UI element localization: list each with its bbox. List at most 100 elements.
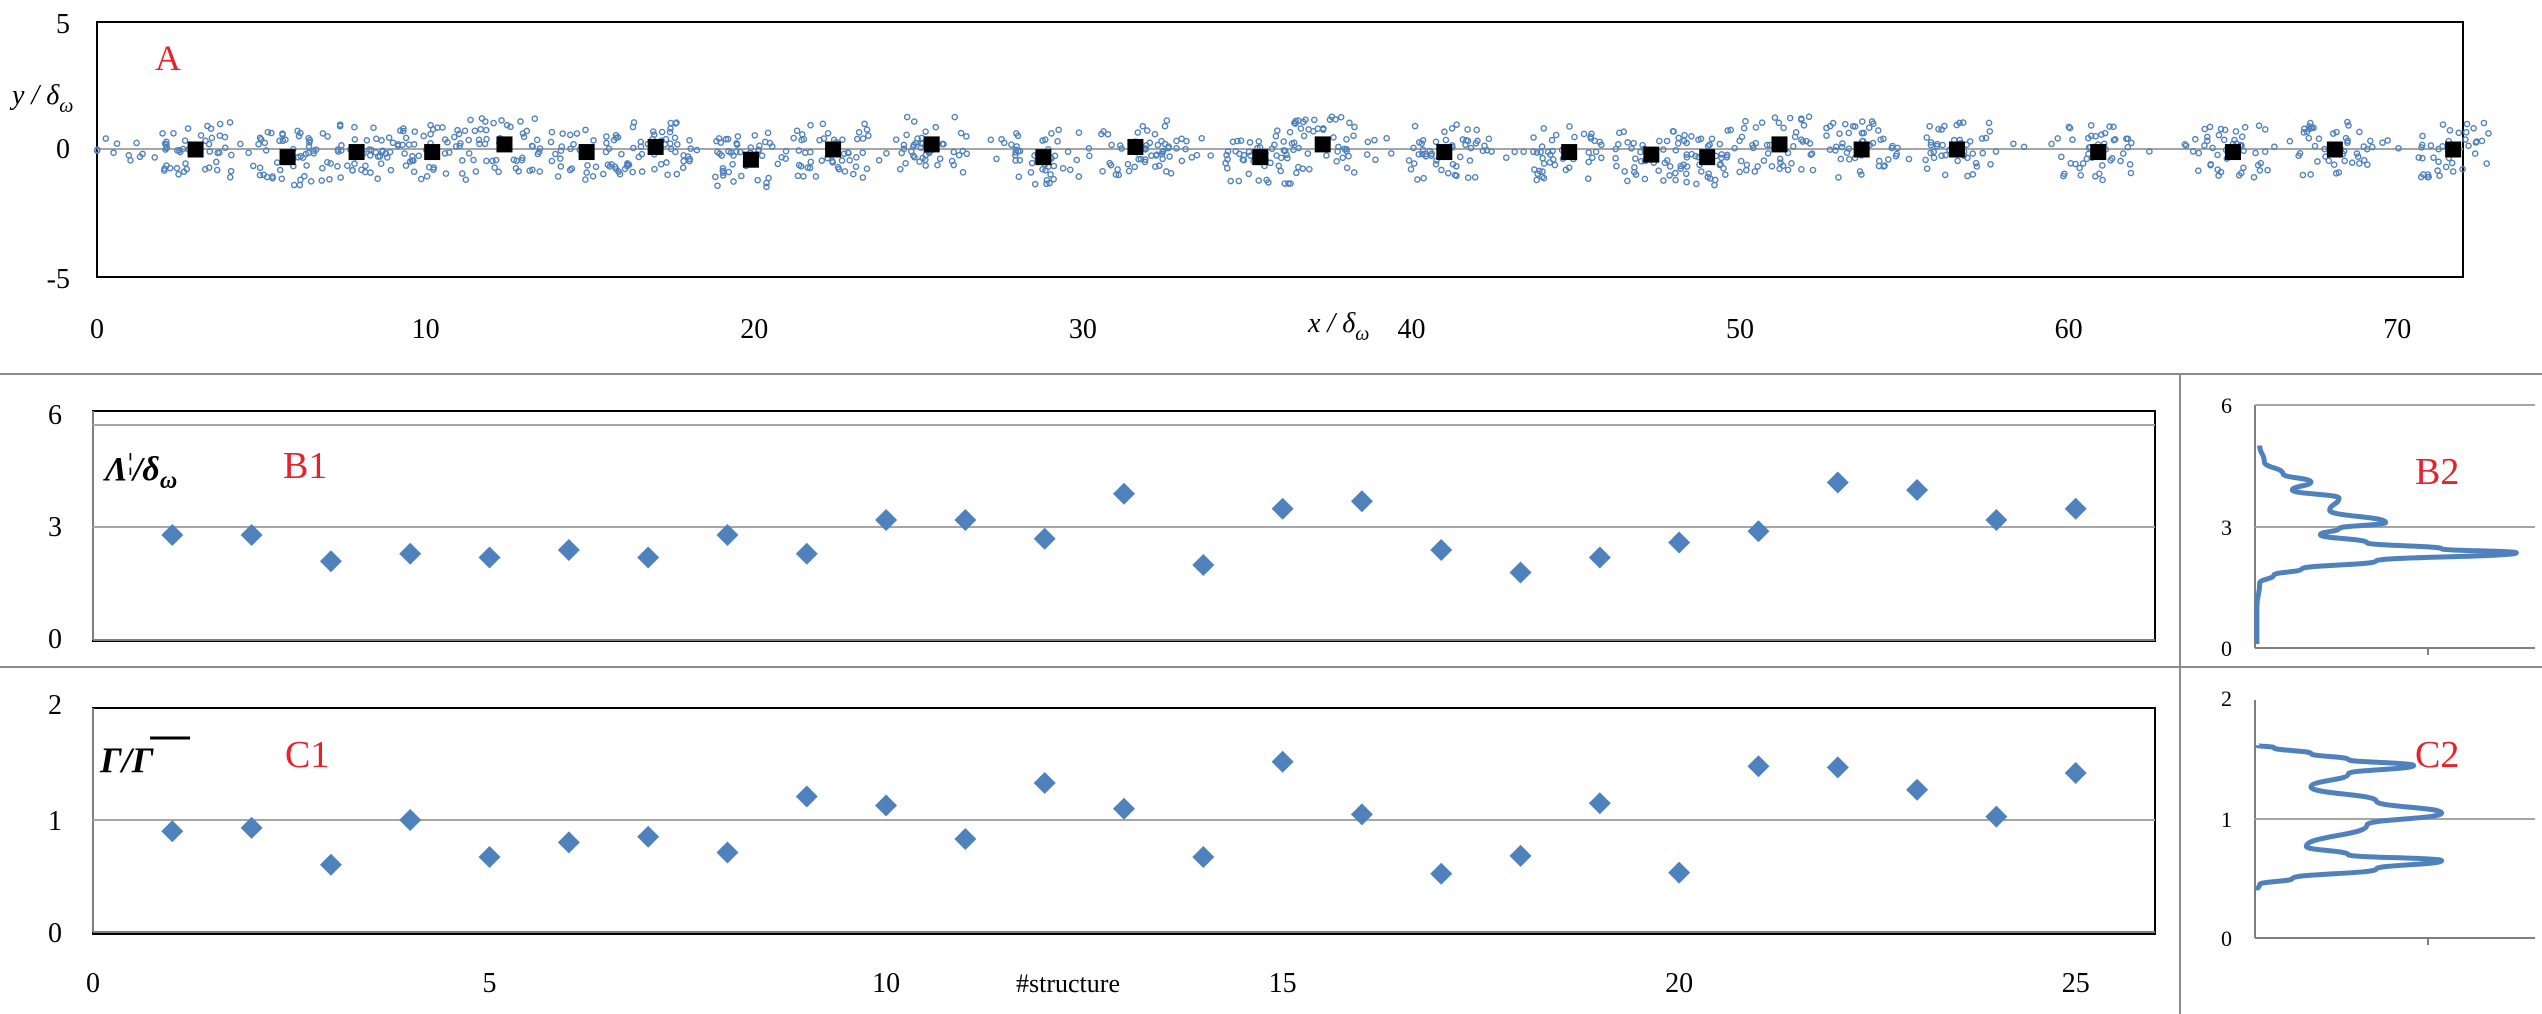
panel-a-particle bbox=[334, 146, 342, 153]
panel-a-particle bbox=[2455, 129, 2463, 137]
panel-b1-ytick: 3 bbox=[48, 512, 62, 543]
panel-a-particle bbox=[1075, 173, 1083, 180]
panel-a-particle bbox=[916, 158, 923, 166]
panel-a-particle bbox=[1749, 144, 1757, 152]
panel-b1-point bbox=[1906, 479, 1929, 501]
panel-a-particle bbox=[547, 138, 555, 146]
panel-a-particle bbox=[455, 130, 463, 138]
panel-a-particle bbox=[637, 143, 645, 150]
panel-a-particle bbox=[1016, 147, 1024, 155]
panel-a-particle bbox=[310, 149, 318, 157]
panel-c2-distribution-line bbox=[2254, 742, 2445, 891]
panel-a-particle bbox=[1585, 158, 1592, 166]
panel-b1-point bbox=[954, 509, 977, 531]
panel-a-particle bbox=[852, 163, 860, 170]
panel-b1-ylabel-sub: ω bbox=[160, 468, 177, 494]
panel-a-particle bbox=[807, 148, 814, 156]
panel-a-particle bbox=[900, 141, 908, 149]
panel-a-centroid-marker bbox=[348, 144, 365, 161]
panel-a-particle bbox=[1042, 166, 1049, 174]
panel-a-particle bbox=[1306, 165, 1313, 173]
panel-a-particle bbox=[2459, 165, 2466, 173]
panel-a-particle bbox=[249, 162, 257, 170]
panel-c2-ytick: 2 bbox=[2221, 686, 2232, 711]
panel-a-particle bbox=[462, 176, 470, 183]
panel-a-particle bbox=[2214, 151, 2221, 159]
panel-a-particle bbox=[276, 137, 283, 145]
panel-a-particle bbox=[2424, 173, 2432, 181]
panel-a-particle bbox=[518, 156, 526, 164]
panel-a-particle bbox=[221, 144, 229, 152]
panel-a-particle bbox=[1716, 140, 1724, 148]
panel-a-particle bbox=[1540, 160, 1548, 167]
panel-a-particle bbox=[2434, 167, 2441, 174]
panel-a-particle bbox=[558, 143, 566, 150]
panel-b1-point bbox=[1350, 490, 1373, 513]
panel-a-particle bbox=[1161, 122, 1169, 130]
panel-a-particle bbox=[427, 130, 434, 138]
panel-a-particle bbox=[452, 143, 460, 150]
panel-a-particle bbox=[180, 168, 188, 175]
panel-a-particle bbox=[1786, 114, 1794, 122]
panel-a-particle bbox=[671, 134, 679, 142]
panel-a-particle bbox=[2076, 164, 2083, 172]
panel-a-particle bbox=[1688, 132, 1695, 140]
panel-a-particle bbox=[2446, 127, 2454, 134]
panel-a-particle bbox=[279, 130, 286, 137]
panel-c1-xtick: 15 bbox=[1269, 968, 1297, 999]
panel-a-particle bbox=[1198, 134, 1206, 142]
panel-b1-point bbox=[1509, 561, 1532, 584]
panel-a-particle bbox=[2207, 161, 2214, 169]
panel-a-particle bbox=[1807, 151, 1815, 158]
panel-a-particle bbox=[782, 147, 790, 155]
panel-c1-point bbox=[2064, 761, 2087, 784]
panel-a-particle bbox=[1875, 157, 1883, 165]
panel-a-particle bbox=[1115, 171, 1123, 179]
panel-a-particle bbox=[790, 134, 797, 142]
panel-a-particle bbox=[402, 162, 410, 169]
panel-a-particle bbox=[2342, 134, 2350, 142]
panel-a-particle bbox=[778, 153, 785, 161]
panel-a-particle bbox=[1966, 138, 1974, 145]
panel-a-particle bbox=[1118, 145, 1125, 152]
panel-a-particle bbox=[2353, 150, 2361, 157]
panel-a-particle bbox=[1188, 154, 1196, 161]
panel-a-particle bbox=[1444, 169, 1452, 177]
panel-a-particle bbox=[456, 142, 464, 150]
panel-b1-point bbox=[875, 509, 898, 531]
panel-a-particle bbox=[1442, 136, 1450, 144]
panel-a-particle bbox=[1043, 180, 1050, 188]
panel-a-particle bbox=[1987, 160, 1994, 168]
panel-a-particle bbox=[1711, 176, 1719, 184]
panel-a-particle bbox=[1350, 132, 1357, 140]
panel-a-particle bbox=[465, 150, 473, 157]
panel-a-particle bbox=[2436, 172, 2443, 180]
panel-a-particle bbox=[2463, 120, 2471, 128]
panel-a-particle bbox=[245, 149, 252, 157]
panel-a-particle bbox=[2462, 136, 2469, 143]
panel-a-particle bbox=[1464, 137, 1472, 145]
panel-a-particle bbox=[1740, 124, 1748, 132]
panel-a-particle bbox=[1066, 166, 1074, 174]
panel-a-particle bbox=[1055, 126, 1062, 134]
panel-a-particle bbox=[859, 174, 867, 181]
panel-a-particle bbox=[1166, 153, 1173, 160]
panel-a-particle bbox=[1922, 156, 1929, 164]
panel-a-particle bbox=[1337, 113, 1345, 121]
panel-a-particle bbox=[2240, 164, 2247, 172]
panel-a-particle bbox=[366, 152, 374, 159]
panel-a-particle bbox=[1588, 154, 1596, 162]
panel-a-particle bbox=[2241, 123, 2249, 131]
panel-c1-ylabel: Γ/Γ bbox=[99, 736, 190, 780]
panel-a-particle bbox=[351, 160, 358, 168]
panel-a-particle bbox=[2264, 166, 2271, 174]
panel-a-particle bbox=[1046, 179, 1053, 187]
panel-a-particle bbox=[763, 183, 770, 191]
panel-a-particle bbox=[1742, 117, 1749, 125]
panel-a-particle bbox=[290, 181, 298, 189]
panel-a-particle bbox=[423, 173, 431, 180]
panel-a-particle bbox=[2206, 123, 2214, 131]
panel-a-particle bbox=[2085, 150, 2092, 158]
panel-a-particle bbox=[2315, 135, 2323, 143]
